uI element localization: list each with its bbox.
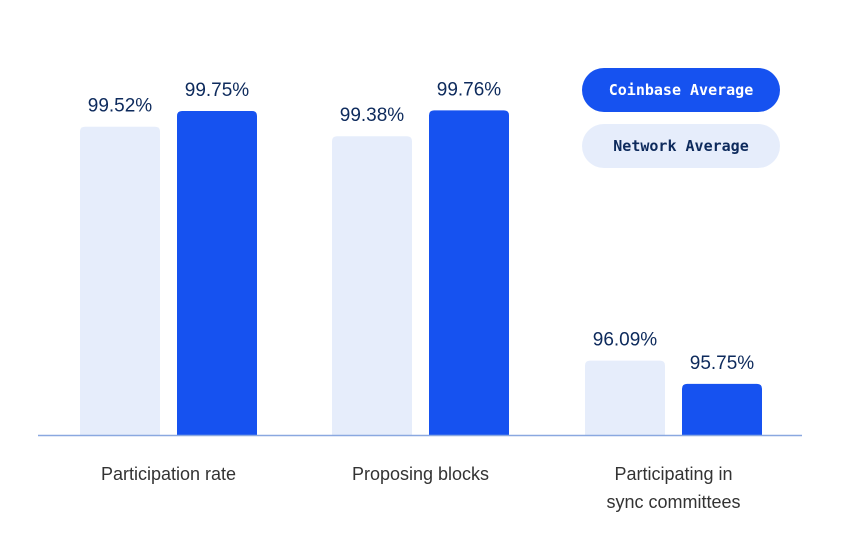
category-label: sync committees [606, 492, 740, 512]
data-label: 99.76% [437, 79, 502, 100]
category-label: Proposing blocks [352, 464, 489, 484]
bar [585, 360, 665, 435]
bar [177, 111, 257, 435]
data-label: 99.38% [340, 105, 405, 126]
bar [429, 110, 509, 435]
data-label: 95.75% [690, 353, 755, 374]
category-label: Participating in [614, 464, 732, 484]
data-label: 99.75% [185, 80, 250, 101]
category-label: Participation rate [101, 464, 236, 484]
bar [80, 126, 160, 436]
data-label: 99.52% [88, 96, 153, 117]
data-label: 96.09% [593, 330, 658, 351]
legend-coinbase-average: Coinbase Average [582, 68, 780, 112]
bar [332, 136, 412, 435]
legend-network-average: Network Average [582, 124, 780, 168]
bar [682, 383, 762, 435]
